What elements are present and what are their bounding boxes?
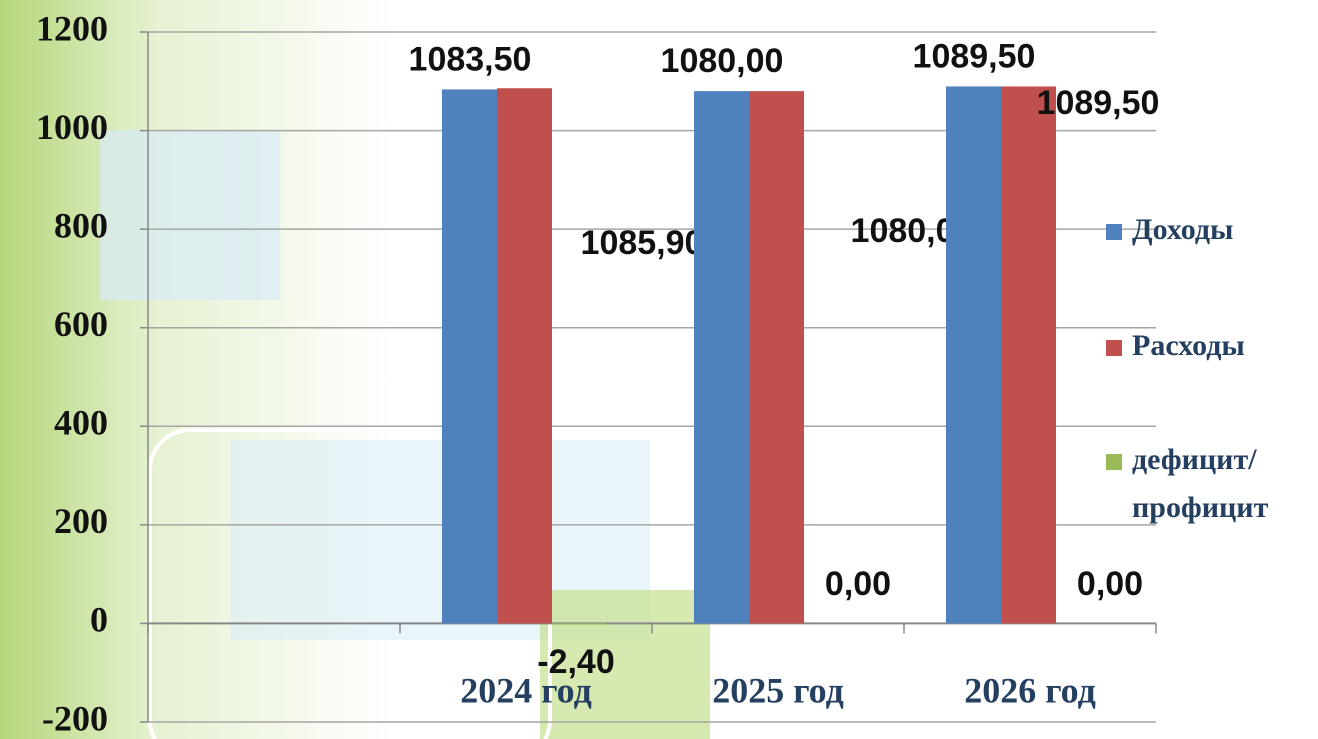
bar <box>1001 86 1056 624</box>
bar <box>946 86 1001 624</box>
data-label: 1085,90 <box>581 224 704 262</box>
legend-swatch <box>1106 224 1122 240</box>
data-label: 1089,50 <box>913 37 1036 75</box>
bar <box>497 88 552 624</box>
data-label: 0,00 <box>825 565 891 603</box>
data-label: -2,40 <box>537 643 615 681</box>
y-tick-label: 400 <box>54 403 108 443</box>
x-tick-label: 2024 год <box>460 670 592 710</box>
y-tick-label: -200 <box>42 698 108 738</box>
y-tick-label: 1000 <box>36 107 108 147</box>
data-label: 1080,00 <box>661 42 784 80</box>
y-tick-label: 600 <box>54 304 108 344</box>
data-label: 1083,50 <box>409 40 532 78</box>
decoration <box>540 590 710 739</box>
bar <box>749 91 804 624</box>
bar <box>442 89 497 624</box>
y-tick-label: 200 <box>54 501 108 541</box>
data-label: 1089,50 <box>1037 84 1160 122</box>
legend-label: дефицит/профицит <box>1132 443 1269 524</box>
x-tick-label: 2025 год <box>712 670 844 710</box>
bar <box>552 623 607 625</box>
y-tick-label: 800 <box>54 205 108 245</box>
bar <box>694 91 749 624</box>
x-tick-label: 2026 год <box>964 670 1096 710</box>
data-label: 0,00 <box>1077 565 1143 603</box>
y-tick-label: 1200 <box>36 8 108 48</box>
y-tick-label: 0 <box>90 600 108 640</box>
legend-swatch <box>1106 454 1122 470</box>
legend-label: Расходы <box>1132 329 1245 362</box>
decoration <box>100 130 280 300</box>
legend-swatch <box>1106 340 1122 356</box>
legend-label: Доходы <box>1132 213 1233 246</box>
